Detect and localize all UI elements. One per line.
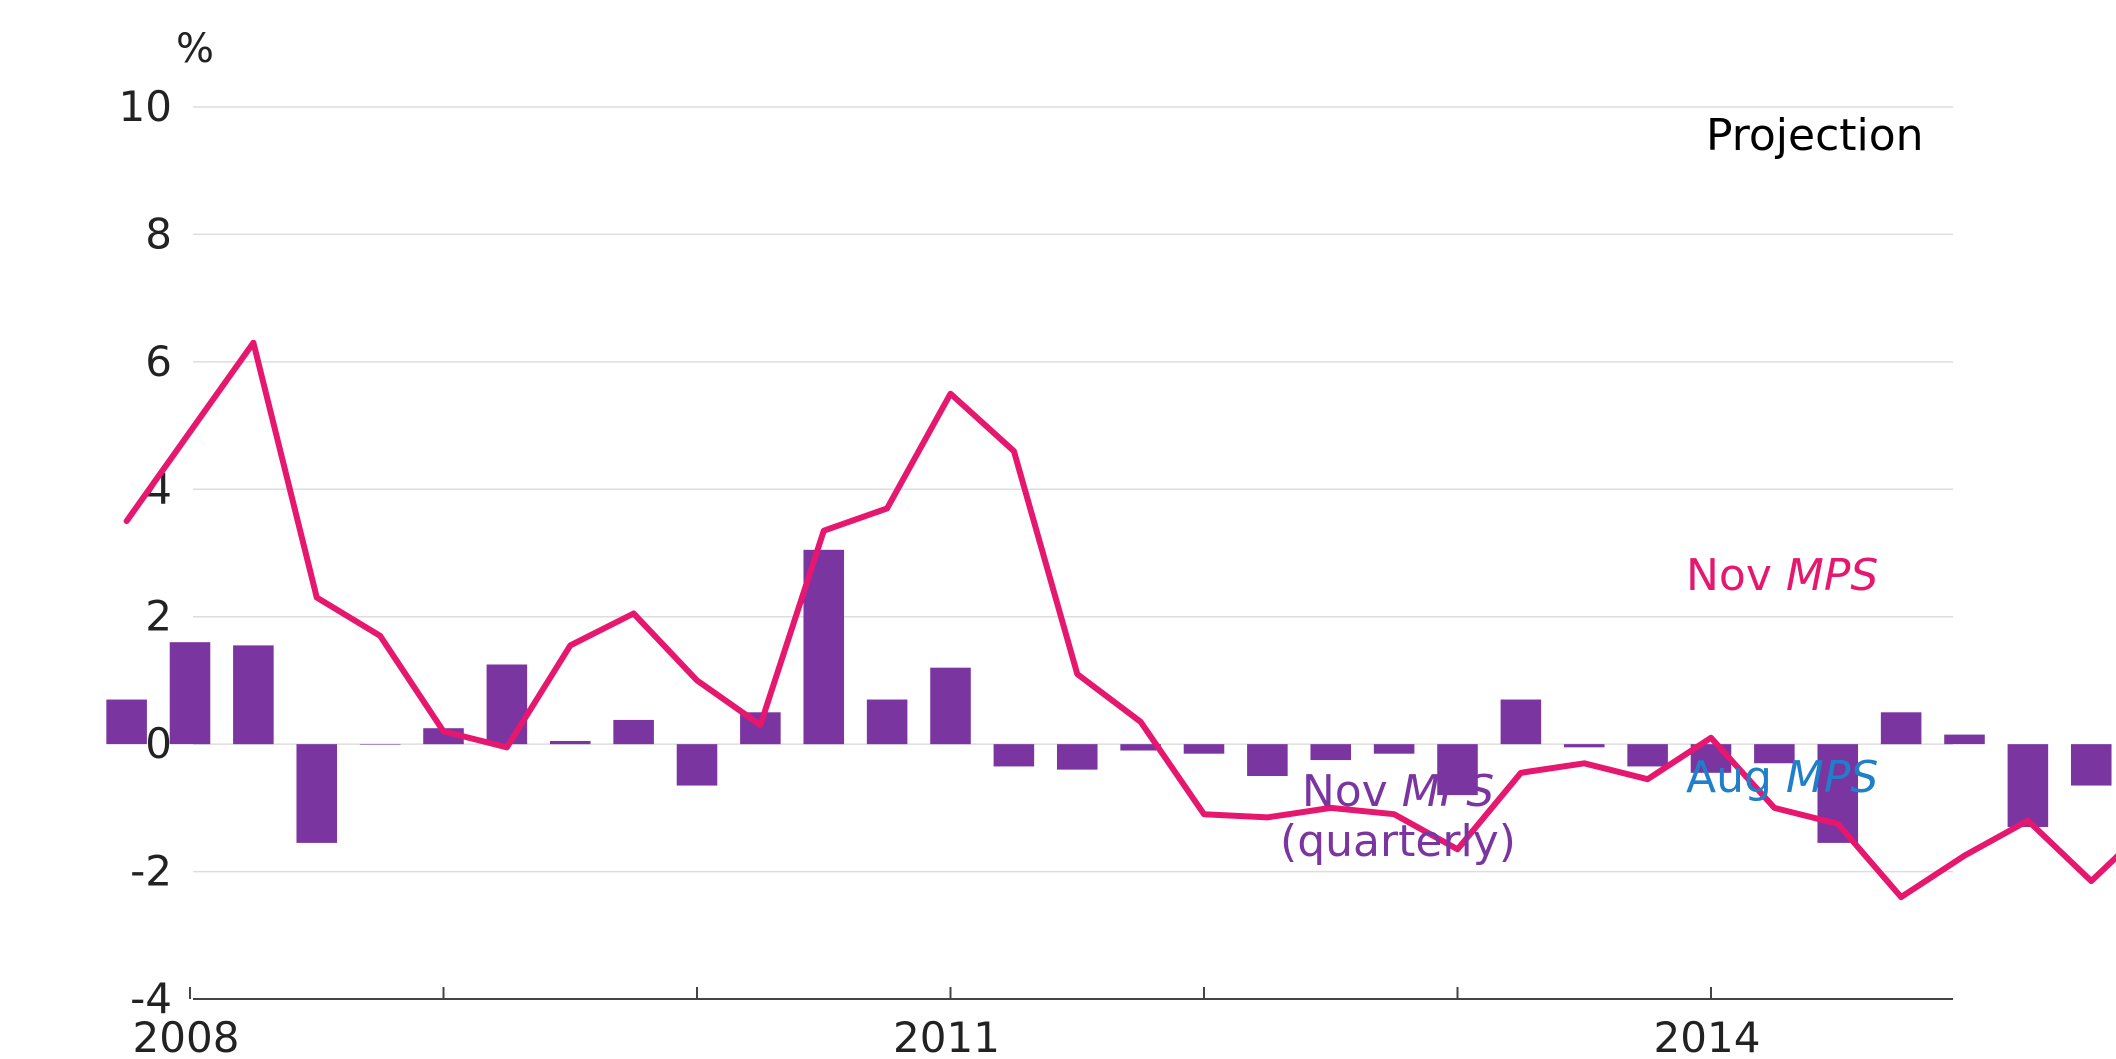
bar [993,744,1035,767]
quarterly-label-italic: MPS [1402,766,1494,817]
bar [866,699,908,745]
y-tick-label: 2 [145,592,172,641]
bar [549,740,591,745]
bar [169,642,211,745]
bar [2070,744,2112,786]
aug-mps-label-prefix: Aug [1686,752,1786,803]
bar [233,645,274,745]
bar [1437,744,1478,796]
bar [1563,744,1605,748]
bar [1500,699,1542,745]
y-tick-label: 0 [145,719,172,768]
bar [1183,744,1225,754]
y-tick-label: -2 [130,847,172,896]
bar [1310,744,1352,761]
bar [930,667,971,745]
quarterly-label-suffix: (quarterly) [1280,816,1516,867]
y-tick-label: 10 [119,82,172,131]
bar [1754,744,1795,764]
bar [1944,734,1985,745]
bar [486,664,528,745]
quarterly-label: Nov MPS [1302,766,1494,817]
nov-mps-label: Nov MPS [1686,550,1878,601]
bar [359,744,401,745]
projection-label: Projection [1706,110,1924,161]
x-tick-label: 2011 [893,1013,1000,1059]
nov-mps-label-italic: MPS [1786,550,1878,601]
bar [296,744,338,843]
bar [676,744,718,786]
bar-series [106,549,2112,843]
bar [106,699,147,745]
line-series [123,339,2116,901]
bar [2007,744,2049,827]
bar [1056,744,1098,770]
y-tick-label: -4 [130,974,172,1023]
x-tick-label: 2008 [133,1013,240,1059]
x-axis: 2008201120142017202020232026 [133,987,1953,1059]
nov-mps-line [123,339,2116,901]
bar [1880,712,1922,745]
aug-mps-label-italic: MPS [1786,752,1878,803]
y-tick-label: 8 [145,209,172,258]
quarterly-label-prefix: Nov [1302,766,1402,817]
bar [613,719,654,745]
bar [1120,744,1161,751]
nov-mps-label-prefix: Nov [1686,550,1786,601]
bar [1373,744,1415,754]
y-unit-label: % [176,26,214,72]
aug-mps-label: Aug MPS [1686,752,1878,803]
bar [1247,744,1288,776]
x-tick-label: 2014 [1654,1013,1761,1059]
bar [803,549,845,745]
y-tick-label: 6 [145,337,172,386]
bar [1627,744,1668,767]
